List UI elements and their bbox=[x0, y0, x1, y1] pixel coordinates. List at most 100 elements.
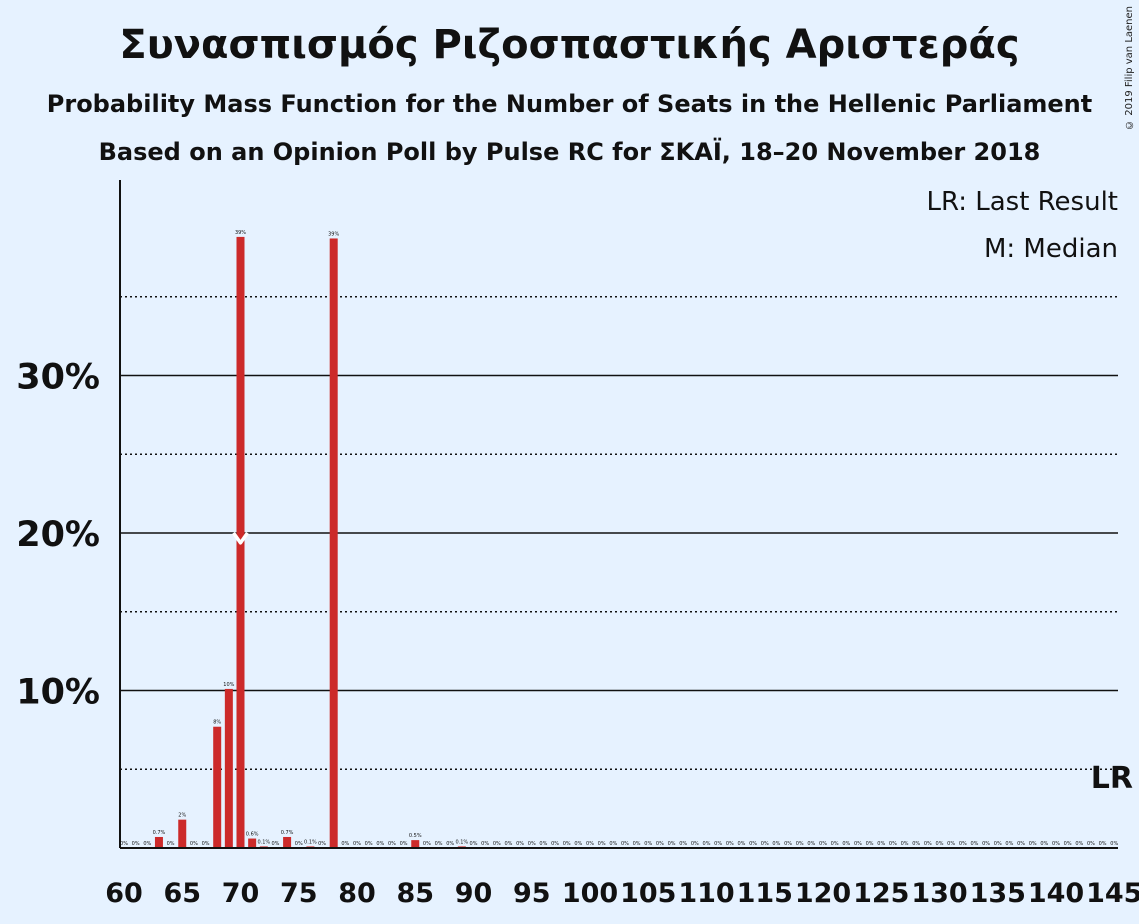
bar-label-142: 0% bbox=[1075, 841, 1083, 847]
x-tick-label-100: 100 bbox=[562, 878, 618, 909]
x-tick-label-85: 85 bbox=[396, 878, 434, 909]
x-tick-label-90: 90 bbox=[455, 878, 493, 909]
bar-label-113: 0% bbox=[737, 841, 745, 847]
bar-label-122: 0% bbox=[842, 841, 850, 847]
bar-label-144: 0% bbox=[1099, 841, 1107, 847]
bar-label-109: 0% bbox=[691, 841, 699, 847]
bar-label-60: 0% bbox=[120, 841, 128, 847]
axes bbox=[119, 180, 1118, 849]
x-tick-label-120: 120 bbox=[795, 878, 851, 909]
bar-label-79: 0% bbox=[341, 841, 349, 847]
markers: LR bbox=[232, 531, 1133, 796]
bar-label-102: 0% bbox=[609, 841, 617, 847]
bar-label-65: 2% bbox=[178, 813, 186, 819]
bar-label-81: 0% bbox=[365, 841, 373, 847]
bar-label-138: 0% bbox=[1029, 841, 1037, 847]
y-tick-labels: 10% 20% 30% bbox=[16, 358, 100, 713]
bar-label-108: 0% bbox=[679, 841, 687, 847]
bar-label-140: 0% bbox=[1052, 841, 1060, 847]
x-tick-label-95: 95 bbox=[513, 878, 551, 909]
bar-78 bbox=[329, 238, 338, 849]
bar-label-82: 0% bbox=[376, 841, 384, 847]
bar-label-127: 0% bbox=[901, 841, 909, 847]
x-tick-label-145: 145 bbox=[1086, 878, 1139, 909]
x-tick-label-105: 105 bbox=[620, 878, 676, 909]
chart-subtitle: Probability Mass Function for the Number… bbox=[46, 90, 1093, 118]
y-tick-label-20: 20% bbox=[16, 515, 100, 555]
x-tick-label-75: 75 bbox=[280, 878, 318, 909]
bar-label-134: 0% bbox=[982, 841, 990, 847]
bar-label-90: 0% bbox=[470, 841, 478, 847]
bar-label-136: 0% bbox=[1005, 841, 1013, 847]
bar-label-103: 0% bbox=[621, 841, 629, 847]
bar-label-99: 0% bbox=[574, 841, 582, 847]
bar-label-92: 0% bbox=[493, 841, 501, 847]
median-marker bbox=[232, 531, 249, 545]
bar-label-132: 0% bbox=[959, 841, 967, 847]
bar-74 bbox=[283, 836, 292, 848]
last-result-marker: LR bbox=[1091, 761, 1133, 796]
bar-label-68: 8% bbox=[213, 720, 221, 726]
bar-label-63: 0.7% bbox=[153, 830, 166, 836]
x-tick-label-110: 110 bbox=[678, 878, 734, 909]
bar-label-124: 0% bbox=[866, 841, 874, 847]
bar-label-100: 0% bbox=[586, 841, 594, 847]
bar-label-96: 0% bbox=[539, 841, 547, 847]
bar-label-105: 0% bbox=[644, 841, 652, 847]
bar-label-110: 0% bbox=[703, 841, 711, 847]
bar-label-97: 0% bbox=[551, 841, 559, 847]
bar-63 bbox=[154, 836, 163, 848]
bar-label-112: 0% bbox=[726, 841, 734, 847]
bar-label-126: 0% bbox=[889, 841, 897, 847]
bar-label-120: 0% bbox=[819, 841, 827, 847]
legend-last-result: LR: Last Result bbox=[926, 187, 1118, 217]
bar-label-95: 0% bbox=[528, 841, 536, 847]
bar-label-85: 0.5% bbox=[409, 833, 422, 839]
bar-label-137: 0% bbox=[1017, 841, 1025, 847]
bar-label-73: 0% bbox=[271, 841, 279, 847]
bar-label-131: 0% bbox=[947, 841, 955, 847]
bar-label-80: 0% bbox=[353, 841, 361, 847]
bars bbox=[154, 236, 466, 849]
bar-85 bbox=[411, 840, 420, 848]
bar-label-66: 0% bbox=[190, 841, 198, 847]
bar-label-94: 0% bbox=[516, 841, 524, 847]
bar-69 bbox=[224, 688, 233, 848]
bar-label-88: 0% bbox=[446, 841, 454, 847]
x-tick-label-125: 125 bbox=[853, 878, 909, 909]
bar-label-145: 0% bbox=[1110, 841, 1118, 847]
x-tick-label-130: 130 bbox=[911, 878, 967, 909]
bar-label-69: 10% bbox=[223, 682, 234, 688]
bar-label-84: 0% bbox=[400, 841, 408, 847]
bar-label-78: 39% bbox=[328, 231, 339, 237]
bar-label-70: 39% bbox=[235, 230, 246, 236]
x-tick-label-135: 135 bbox=[970, 878, 1026, 909]
x-tick-label-65: 65 bbox=[163, 878, 201, 909]
bar-label-143: 0% bbox=[1087, 841, 1095, 847]
bar-labels: 0% 0% 0%0.7%0%2%0% 0%8%10%39%0.6%0.1% 0%0.7%… bbox=[120, 230, 1118, 847]
bar-label-121: 0% bbox=[831, 841, 839, 847]
bar-label-64: 0% bbox=[167, 841, 175, 847]
bar-label-117: 0% bbox=[784, 841, 792, 847]
bar-label-129: 0% bbox=[924, 841, 932, 847]
bar-label-67: 0% bbox=[202, 841, 210, 847]
bar-label-89: 0.1% bbox=[455, 839, 468, 845]
bar-label-101: 0% bbox=[598, 841, 606, 847]
y-tick-label-10: 10% bbox=[16, 673, 100, 713]
bar-label-62: 0% bbox=[143, 841, 151, 847]
x-tick-label-80: 80 bbox=[338, 878, 376, 909]
bar-label-139: 0% bbox=[1040, 841, 1048, 847]
bar-label-75: 0% bbox=[295, 841, 303, 847]
bar-65 bbox=[178, 819, 187, 848]
bar-label-141: 0% bbox=[1064, 841, 1072, 847]
x-tick-label-115: 115 bbox=[737, 878, 793, 909]
bar-label-116: 0% bbox=[772, 841, 780, 847]
bar-label-71: 0.6% bbox=[246, 832, 259, 838]
bar-label-133: 0% bbox=[970, 841, 978, 847]
x-tick-label-60: 60 bbox=[105, 878, 143, 909]
bar-68 bbox=[213, 726, 222, 848]
bar-label-83: 0% bbox=[388, 841, 396, 847]
chart-source: Based on an Opinion Poll by Pulse RC for… bbox=[98, 138, 1041, 166]
bar-label-135: 0% bbox=[994, 841, 1002, 847]
bar-label-114: 0% bbox=[749, 841, 757, 847]
